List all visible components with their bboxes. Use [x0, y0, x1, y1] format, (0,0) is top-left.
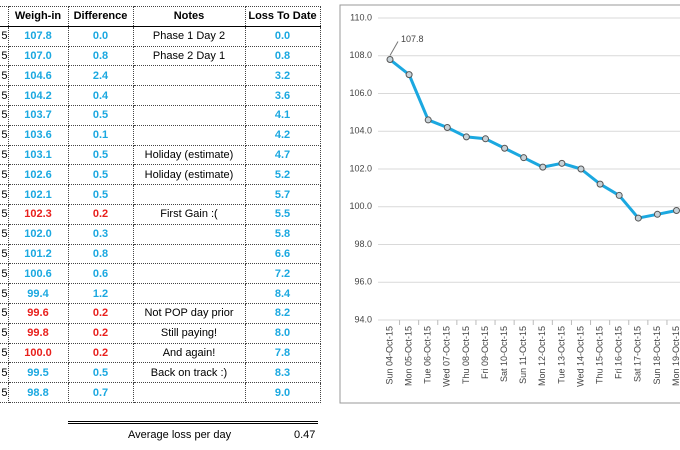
- data-point: [674, 208, 680, 214]
- data-point: [597, 181, 603, 187]
- x-tick-label: Wed 14-Oct-15: [575, 326, 585, 387]
- x-tick-label: Fri 16-Oct-15: [614, 326, 624, 379]
- x-tick-label: Mon 05-Oct-15: [403, 326, 413, 386]
- data-point: [387, 57, 393, 63]
- x-tick-label: Thu 08-Oct-15: [461, 326, 471, 384]
- x-tick-label: Sun 11-Oct-15: [518, 326, 528, 384]
- x-tick-label: Fri 09-Oct-15: [480, 326, 490, 379]
- x-tick-label: Sun 18-Oct-15: [652, 326, 662, 385]
- data-point: [444, 124, 450, 130]
- data-point: [635, 215, 641, 221]
- x-tick-label: Tue 13-Oct-15: [556, 326, 566, 384]
- y-tick-label: 96.0: [354, 277, 372, 287]
- y-tick-label: 110.0: [350, 12, 372, 22]
- data-label: 107.8: [401, 34, 424, 44]
- data-point: [654, 211, 660, 217]
- data-point: [578, 166, 584, 172]
- data-point: [502, 145, 508, 151]
- x-tick-label: Sat 10-Oct-15: [499, 326, 509, 382]
- data-point: [483, 136, 489, 142]
- x-tick-label: Sun 04-Oct-15: [384, 326, 394, 385]
- y-tick-label: 102.0: [349, 163, 372, 173]
- y-tick-label: 108.0: [349, 50, 372, 60]
- x-tick-label: Sat 17-Oct-15: [633, 326, 643, 382]
- data-point: [425, 117, 431, 123]
- x-tick-label: Mon 19-Oct-15: [671, 326, 680, 386]
- x-tick-label: Mon 12-Oct-15: [537, 326, 547, 386]
- y-tick-label: 106.0: [349, 88, 372, 98]
- x-tick-label: Tue 06-Oct-15: [423, 326, 433, 384]
- x-tick-label: Thu 15-Oct-15: [594, 326, 604, 384]
- data-point: [616, 192, 622, 198]
- x-tick-label: Wed 07-Oct-15: [442, 326, 452, 387]
- data-point: [521, 155, 527, 161]
- y-tick-label: 98.0: [354, 239, 372, 249]
- y-tick-label: 100.0: [349, 201, 372, 211]
- data-point: [540, 164, 546, 170]
- y-tick-label: 104.0: [349, 126, 372, 136]
- data-point: [406, 72, 412, 78]
- y-tick-label: 94.0: [354, 314, 372, 324]
- data-point: [463, 134, 469, 140]
- data-point: [559, 160, 565, 166]
